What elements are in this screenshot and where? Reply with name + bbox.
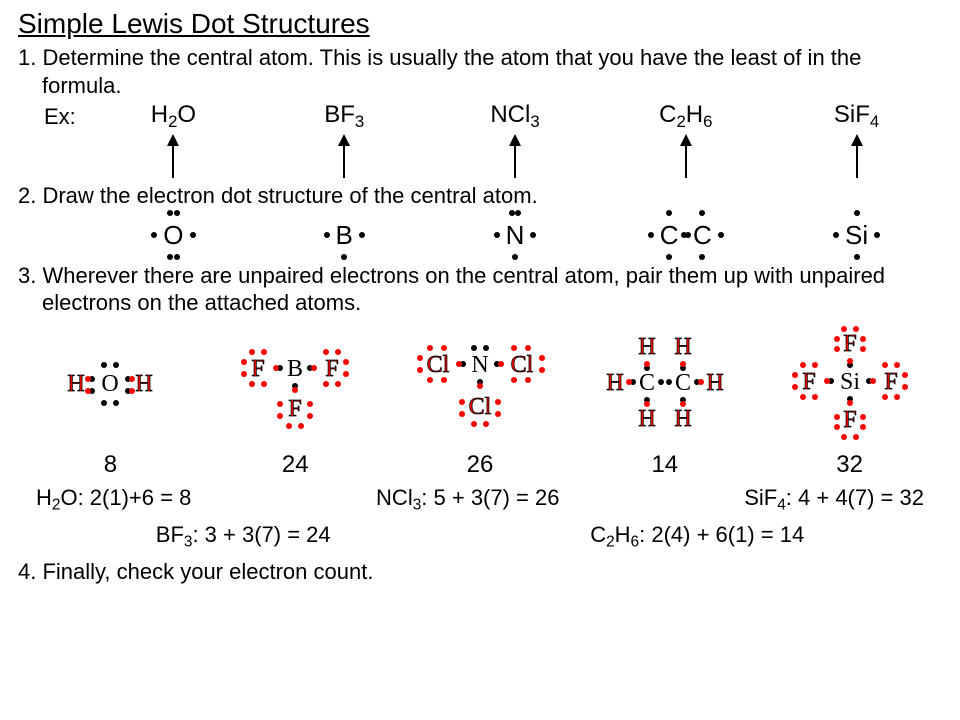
up-arrow-icon (505, 134, 525, 178)
step-4-text: 4. Finally, check your electron count. (18, 558, 942, 586)
up-arrow-icon (334, 134, 354, 178)
lewis-si: Si (837, 212, 876, 258)
svg-text:H: H (638, 334, 655, 360)
count-h2o: 8 (104, 451, 117, 479)
arrows-row (18, 134, 942, 178)
count-sif4: 32 (836, 451, 863, 479)
svg-text:Cl: Cl (469, 394, 492, 420)
svg-text:H: H (674, 334, 691, 360)
lewis-b: B (328, 212, 361, 258)
check-sif4: SiF4: 4 + 4(7) = 32 (744, 485, 924, 515)
electron-checks-row1: H2O: 2(1)+6 = 8 NCl3: 5 + 3(7) = 26 SiF4… (18, 483, 942, 517)
svg-text:H: H (68, 371, 85, 397)
lewis-o: O (155, 212, 191, 258)
svg-text:O: O (102, 371, 119, 397)
step-3-text: 3. Wherever there are unpaired electrons… (18, 262, 942, 317)
ex-label: Ex: (18, 104, 88, 130)
lewis-cc: C C (652, 212, 720, 258)
full-structures-row: O H H B F (18, 319, 942, 449)
up-arrow-icon (163, 134, 183, 178)
svg-text:Si: Si (840, 369, 860, 395)
svg-text:H: H (674, 406, 691, 432)
up-arrow-icon (676, 134, 696, 178)
diagram-ncl3: N Cl Cl (390, 324, 570, 444)
electron-checks-row2: BF3: 3 + 3(7) = 24 C2H6: 2(4) + 6(1) = 1… (18, 520, 942, 554)
svg-text:F: F (252, 356, 265, 382)
svg-text:C: C (675, 370, 691, 396)
central-atoms-row: O B N C C Si (18, 212, 942, 258)
svg-text:H: H (706, 370, 723, 396)
svg-text:H: H (638, 406, 655, 432)
check-c2h6: C2H6: 2(4) + 6(1) = 14 (590, 522, 804, 552)
count-ncl3: 26 (467, 451, 494, 479)
page-title: Simple Lewis Dot Structures (18, 8, 942, 40)
formulas-row: Ex: H2O BF3 NCl3 C2H6 SiF4 (18, 101, 942, 132)
svg-text:F: F (326, 356, 339, 382)
counts-row: 8 24 26 14 32 (18, 451, 942, 479)
svg-text:H: H (136, 371, 153, 397)
svg-text:Cl: Cl (427, 352, 450, 378)
formula-ncl3: NCl3 (490, 101, 539, 132)
formula-c2h6: C2H6 (659, 101, 712, 132)
up-arrow-icon (847, 134, 867, 178)
svg-text:F: F (289, 396, 302, 422)
check-ncl3: NCl3: 5 + 3(7) = 26 (376, 485, 559, 515)
check-h2o: H2O: 2(1)+6 = 8 (36, 485, 191, 515)
svg-text:F: F (884, 369, 897, 395)
svg-text:F: F (843, 331, 856, 357)
step-1-text: 1. Determine the central atom. This is u… (18, 44, 942, 99)
diagram-bf3: B F F (210, 324, 380, 444)
formula-h2o: H2O (151, 101, 196, 132)
step-2-text: 2. Draw the electron dot structure of th… (18, 182, 942, 210)
svg-text:C: C (639, 370, 655, 396)
count-c2h6: 14 (651, 451, 678, 479)
count-bf3: 24 (282, 451, 309, 479)
svg-text:Cl: Cl (511, 352, 534, 378)
check-bf3: BF3: 3 + 3(7) = 24 (156, 522, 331, 552)
svg-text:H: H (606, 370, 623, 396)
svg-text:F: F (802, 369, 815, 395)
svg-text:B: B (287, 356, 303, 382)
formula-sif4: SiF4 (834, 101, 879, 132)
lewis-n: N (498, 212, 533, 258)
diagram-c2h6: C C H H H H H H (575, 324, 755, 444)
diagram-sif4: Si F F (765, 319, 935, 449)
diagram-h2o: O H H (40, 329, 180, 439)
svg-text:F: F (843, 407, 856, 433)
formula-bf3: BF3 (324, 101, 364, 132)
svg-text:N: N (471, 352, 488, 378)
